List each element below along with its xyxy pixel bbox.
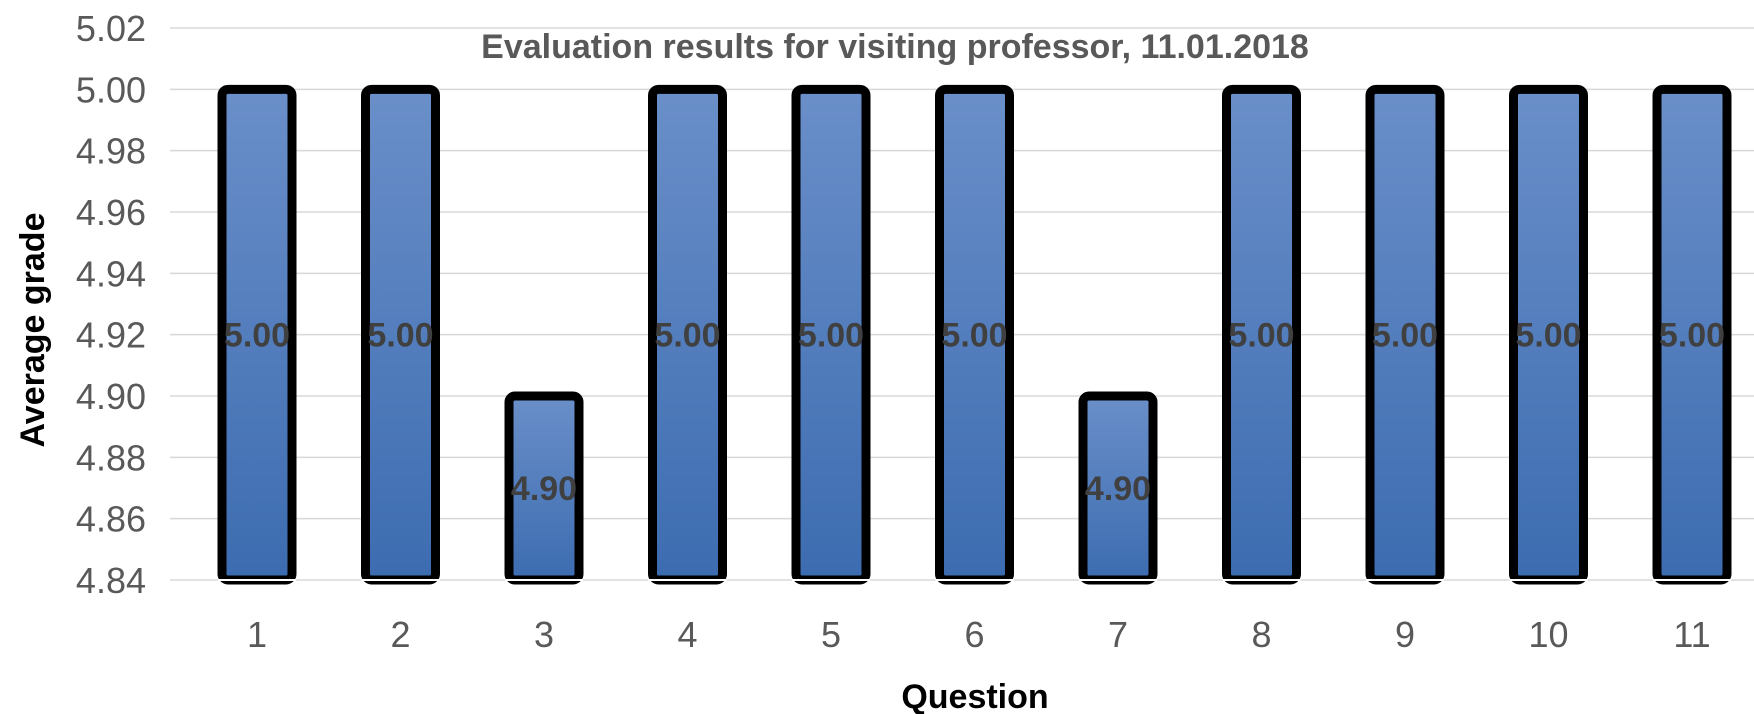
data-label: 5.00: [1372, 317, 1438, 355]
data-labels: 5.00 5.00 4.90 5.00 5.00 5.00 4.90 5.00 5.00 5.00…: [224, 317, 1725, 508]
x-axis-ticks: 1 2 3 4 5 6 7 8 9 10 11: [247, 614, 1711, 655]
y-tick-label: 5.02: [76, 8, 146, 49]
x-tick-label: 5: [821, 614, 841, 655]
x-tick-label: 9: [1395, 614, 1415, 655]
data-label: 4.90: [511, 470, 577, 508]
y-tick-label: 4.94: [76, 253, 146, 294]
y-tick-label: 5.00: [76, 69, 146, 110]
data-label: 5.00: [941, 317, 1007, 355]
x-tick-label: 8: [1251, 614, 1271, 655]
data-label: 5.00: [1228, 317, 1294, 355]
x-tick-label: 3: [534, 614, 554, 655]
data-label: 5.00: [224, 317, 290, 355]
y-tick-label: 4.86: [76, 499, 146, 540]
x-tick-label: 1: [247, 614, 267, 655]
x-tick-label: 6: [964, 614, 984, 655]
y-axis-ticks: 4.84 4.86 4.88 4.90 4.92 4.94 4.96 4.98 5.00 5.02: [76, 8, 146, 601]
x-tick-label: 7: [1108, 614, 1128, 655]
x-tick-label: 4: [677, 614, 697, 655]
data-label: 4.90: [1085, 470, 1151, 508]
x-axis-title: Question: [901, 678, 1048, 714]
y-tick-label: 4.90: [76, 376, 146, 417]
x-tick-label: 2: [390, 614, 410, 655]
data-label: 5.00: [798, 317, 864, 355]
data-label: 5.00: [1659, 317, 1725, 355]
data-label: 5.00: [367, 317, 433, 355]
chart-title: Evaluation results for visiting professo…: [481, 28, 1309, 66]
x-tick-label: 10: [1528, 614, 1568, 655]
x-tick-label: 11: [1673, 614, 1710, 655]
bars: [217, 84, 1732, 585]
y-tick-label: 4.98: [76, 131, 146, 172]
y-axis-title: Average grade: [14, 213, 52, 448]
y-tick-label: 4.88: [76, 437, 146, 478]
data-label: 5.00: [654, 317, 720, 355]
y-tick-label: 4.92: [76, 315, 146, 356]
y-tick-label: 4.84: [76, 560, 146, 601]
y-tick-label: 4.96: [76, 192, 146, 233]
data-label: 5.00: [1515, 317, 1581, 355]
